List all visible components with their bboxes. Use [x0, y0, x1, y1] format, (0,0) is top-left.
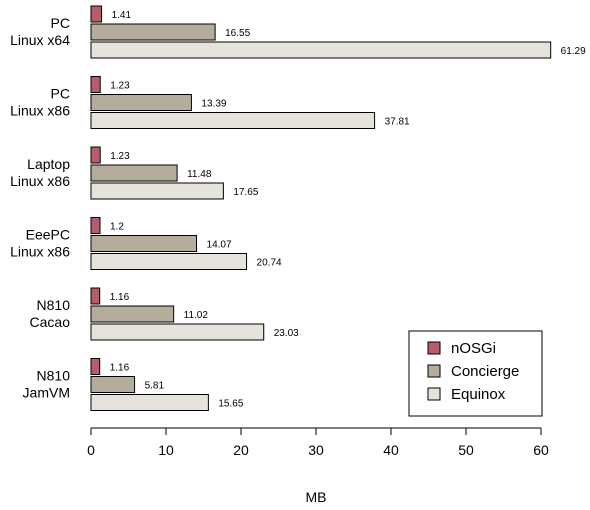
x-tick-label: 50 [458, 442, 474, 458]
bar-equinox-4 [90, 323, 265, 341]
bar-concierge-5 [90, 376, 136, 393]
data-label: 20.74 [257, 258, 282, 269]
bar-nosgi-1 [90, 76, 101, 93]
category-label-line1: Laptop [27, 156, 70, 172]
category-label-line2: Linux x86 [10, 244, 70, 260]
legend-swatch-equinox [427, 387, 441, 401]
category-label-line2: JamVM [23, 385, 70, 401]
legend-label-concierge: Concierge [451, 363, 519, 380]
legend-label-equinox: Equinox [451, 386, 506, 403]
legend-label-nosgi: nOSGi [451, 340, 496, 357]
data-label: 37.81 [385, 117, 410, 128]
category-label-line2: Linux x86 [10, 103, 70, 119]
bar-equinox-5 [90, 394, 209, 411]
category-label-line2: Linux x64 [10, 32, 70, 48]
data-label: 17.65 [233, 187, 258, 198]
x-axis-title: MB [306, 489, 327, 505]
bar-nosgi-4 [90, 287, 101, 305]
x-tick-label: 60 [533, 442, 549, 458]
x-tick-label: 0 [87, 442, 95, 458]
bar-nosgi-5 [90, 358, 101, 375]
bar-concierge-0 [90, 23, 216, 41]
category-label-line1: N810 [37, 297, 71, 313]
data-label: 1.23 [110, 151, 130, 162]
x-tick-label: 40 [383, 442, 399, 458]
bar-equinox-3 [90, 253, 248, 270]
data-label: 16.55 [225, 28, 250, 39]
category-label-line1: PC [51, 86, 70, 102]
category-label-line1: PC [51, 15, 70, 31]
bar-concierge-1 [90, 94, 192, 111]
data-label: 11.48 [187, 169, 212, 180]
x-tick-label: 30 [308, 442, 324, 458]
category-label-line1: N810 [37, 368, 71, 384]
legend-swatch-concierge [427, 364, 441, 378]
data-label: 1.23 [110, 81, 130, 92]
data-label: 61.29 [561, 46, 586, 57]
data-label: 23.03 [274, 328, 299, 339]
bar-nosgi-0 [90, 5, 103, 23]
data-label: 5.81 [145, 381, 165, 392]
x-axis: 0 10 20 30 40 50 60 [87, 427, 549, 458]
category-label-line2: Linux x86 [10, 173, 70, 189]
bar-nosgi-2 [90, 146, 101, 164]
bar-concierge-3 [90, 235, 198, 252]
bar-equinox-1 [90, 112, 376, 129]
data-label: 1.16 [110, 292, 130, 303]
x-tick-label: 20 [233, 442, 249, 458]
legend: nOSGi Concierge Equinox [408, 330, 543, 417]
bar-concierge-2 [90, 164, 178, 182]
x-tick-label: 10 [158, 442, 174, 458]
bar-nosgi-3 [90, 217, 101, 234]
category-label-line2: Cacao [30, 314, 71, 330]
data-label: 15.65 [218, 399, 243, 410]
bar-equinox-0 [90, 41, 552, 59]
data-label: 14.07 [207, 240, 232, 251]
bars-layer: 1.41 16.55 61.29 1.23 13.39 37.81 1.23 11.48 17.… [90, 5, 586, 411]
bar-equinox-2 [90, 182, 224, 200]
data-label: 11.02 [184, 310, 209, 321]
data-label: 1.41 [112, 10, 132, 21]
data-label: 13.39 [201, 99, 226, 110]
category-label-line1: EeePC [26, 227, 70, 243]
data-label: 1.2 [110, 222, 124, 233]
data-label: 1.16 [110, 363, 130, 374]
bar-concierge-4 [90, 305, 175, 323]
legend-swatch-nosgi [427, 341, 441, 355]
